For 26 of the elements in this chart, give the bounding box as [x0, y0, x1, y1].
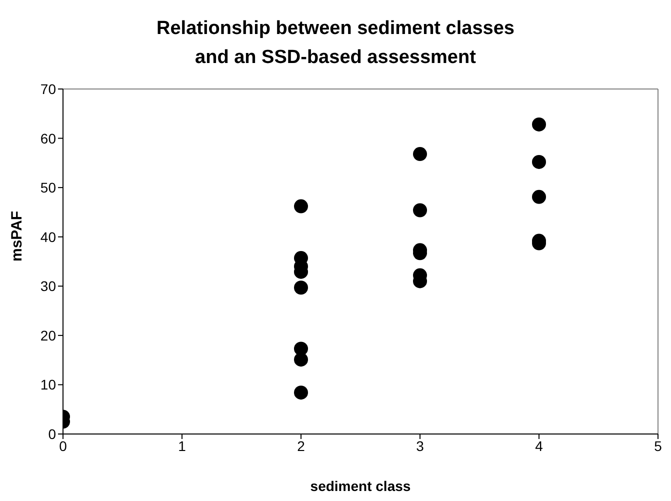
y-tick-label: 70 [40, 80, 56, 97]
point [532, 117, 546, 132]
x-tick-label: 5 [654, 438, 662, 454]
y-tick-label: 20 [40, 327, 56, 344]
y-tick-label: 40 [40, 228, 56, 245]
y-tick-label: 30 [40, 278, 56, 294]
x-tick-label: 4 [535, 438, 544, 454]
point [413, 203, 427, 218]
point [294, 199, 308, 214]
y-tick-label: 10 [40, 376, 56, 393]
x-tick-label: 0 [59, 438, 68, 454]
y-tick-label: 50 [40, 180, 56, 196]
x-tick-label: 3 [416, 438, 424, 454]
y-tick-label: 0 [48, 426, 56, 442]
y-tick-label: 60 [40, 130, 56, 146]
chart-title: Relationship between sediment classes and an SSD-based assessment [156, 17, 516, 70]
point [413, 147, 427, 162]
point [294, 280, 308, 295]
point [532, 154, 546, 169]
x-tick-label: 1 [178, 438, 186, 454]
x-axis-title: sediment class [310, 478, 411, 494]
x-tick-label: 2 [297, 438, 306, 454]
point [294, 352, 308, 367]
point [532, 190, 546, 204]
point [294, 386, 308, 400]
y-axis-title: msPAF [8, 210, 26, 262]
